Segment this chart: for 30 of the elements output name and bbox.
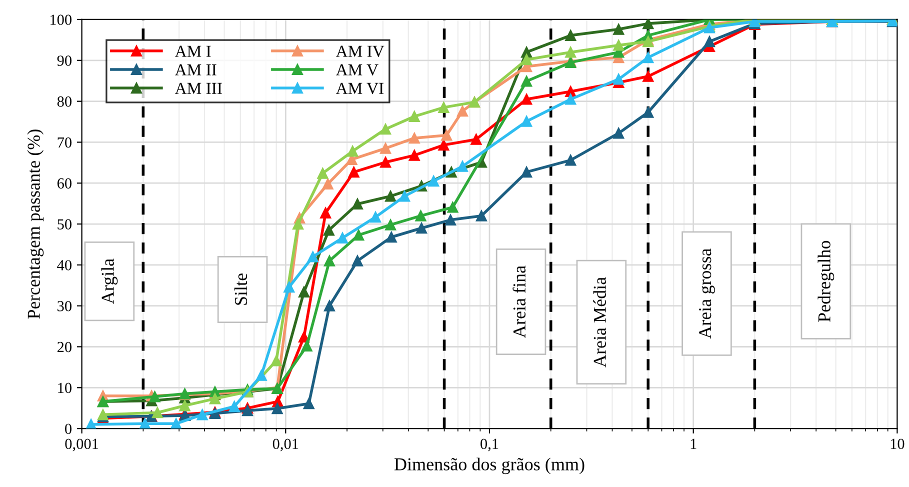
x-tick-label: 10 — [890, 438, 904, 450]
annotation: Areia fina — [512, 266, 526, 338]
x-tick-label: 0,1 — [480, 438, 498, 452]
y-tick-label: 70 — [58, 137, 72, 148]
legend-label: AM V — [336, 64, 378, 76]
x-tick-label: 0,01 — [272, 438, 298, 452]
y-tick-label: 0 — [65, 424, 72, 434]
y-tick-label: 50 — [58, 219, 72, 230]
y-tick-label: 10 — [58, 382, 72, 394]
y-tick-label: 30 — [58, 300, 72, 312]
annotation: Areia grossa — [699, 248, 715, 339]
y-tick-label: 100 — [50, 14, 72, 25]
legend-label: AM II — [174, 64, 216, 76]
y-tick-label: 40 — [57, 260, 72, 270]
annotation: Silte — [234, 274, 248, 305]
annotation: Argila — [101, 258, 118, 304]
y-tick-label: 20 — [57, 342, 72, 352]
y-tick-label: 60 — [57, 178, 72, 189]
x-tick-label: 0,001 — [65, 438, 98, 452]
legend-label: AM VI — [336, 82, 384, 94]
legend-label: AM IV — [336, 46, 384, 58]
x-tick-label: 1 — [690, 438, 696, 449]
y-axis-title: Percentagem passante (%) — [27, 130, 44, 319]
y-tick-label: 80 — [57, 96, 72, 107]
legend-label: AM III — [174, 82, 222, 94]
annotation: Pedregulho — [818, 240, 834, 322]
x-axis-title: Dimensão dos grãos (mm) — [394, 458, 584, 474]
annotation: Areia Média — [593, 277, 606, 368]
legend-label: AM I — [174, 46, 211, 57]
y-tick-label: 90 — [57, 56, 72, 66]
